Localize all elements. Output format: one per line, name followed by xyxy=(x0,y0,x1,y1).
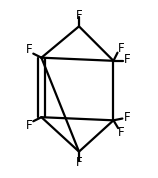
Text: F: F xyxy=(76,156,82,169)
Text: F: F xyxy=(26,119,32,132)
Text: F: F xyxy=(76,9,82,22)
Text: F: F xyxy=(118,42,125,55)
Text: F: F xyxy=(118,126,125,139)
Text: F: F xyxy=(26,43,32,56)
Text: F: F xyxy=(124,53,131,66)
Text: F: F xyxy=(124,111,131,124)
